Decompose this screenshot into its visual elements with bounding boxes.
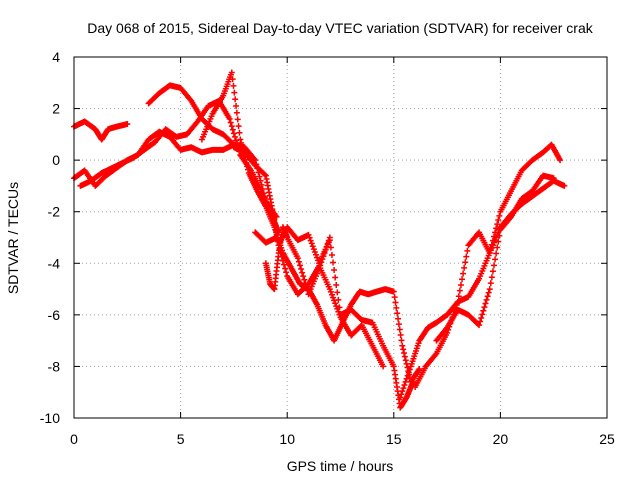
x-tick-label: 20 bbox=[493, 431, 509, 447]
data-series bbox=[433, 172, 557, 344]
data-series bbox=[252, 229, 387, 370]
series-markers bbox=[262, 224, 333, 298]
y-tick-label: -10 bbox=[40, 410, 60, 426]
x-tick-label: 10 bbox=[279, 431, 295, 447]
y-tick-label: 4 bbox=[52, 49, 60, 65]
series-markers bbox=[145, 82, 280, 220]
x-tick-label: 15 bbox=[386, 431, 402, 447]
data-series bbox=[71, 118, 131, 143]
x-tick-label: 5 bbox=[177, 431, 185, 447]
series-markers bbox=[77, 97, 282, 236]
series-markers bbox=[71, 118, 131, 143]
plot-frame bbox=[73, 56, 608, 419]
series-markers bbox=[252, 229, 387, 370]
data-series bbox=[77, 97, 282, 236]
series-markers bbox=[198, 69, 423, 385]
y-tick-label: -4 bbox=[48, 255, 61, 271]
y-tick-label: -6 bbox=[48, 307, 61, 323]
y-axis-label: SDTVAR / TECUs bbox=[5, 182, 21, 294]
y-tick-label: -2 bbox=[48, 204, 61, 220]
x-tick-label: 25 bbox=[599, 431, 615, 447]
grid-lines bbox=[74, 57, 607, 418]
chart-title: Day 068 of 2015, Sidereal Day-to-day VTE… bbox=[87, 20, 593, 36]
y-tick-label: 2 bbox=[52, 101, 60, 117]
y-tick-label: -8 bbox=[48, 358, 61, 374]
series-markers bbox=[397, 177, 568, 401]
x-tick-label: 0 bbox=[70, 431, 78, 447]
data-series bbox=[262, 224, 333, 298]
data-series bbox=[145, 82, 280, 220]
axis-ticks: 0 5 10 15 20 25 -10 -8 -6 -4 -2 0 2 4 bbox=[40, 49, 615, 447]
y-tick-label: 0 bbox=[52, 152, 60, 168]
series-markers bbox=[433, 172, 557, 344]
data-points bbox=[71, 69, 568, 411]
data-series bbox=[198, 69, 423, 385]
x-axis-label: GPS time / hours bbox=[287, 458, 394, 474]
data-series bbox=[397, 177, 568, 401]
